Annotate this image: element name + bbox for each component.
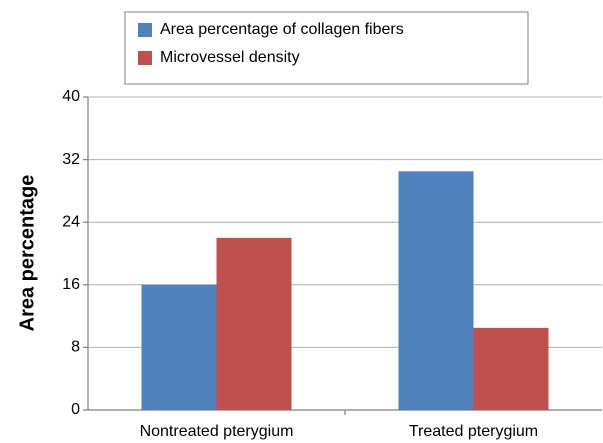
x-tick-label: Nontreated pterygium — [140, 423, 294, 440]
legend-label: Area percentage of collagen fibers — [160, 21, 404, 38]
y-tick-label: 16 — [62, 276, 80, 293]
legend-box — [124, 11, 529, 85]
y-tick-label: 0 — [71, 401, 80, 418]
legend-swatch — [138, 51, 152, 65]
bar — [398, 171, 474, 410]
bar — [473, 327, 549, 410]
y-tick-label: 32 — [62, 151, 80, 168]
y-tick-label: 8 — [71, 339, 80, 356]
y-axis-label: Area percentage — [16, 175, 38, 332]
bar — [216, 237, 292, 410]
legend-swatch — [138, 23, 152, 37]
bar — [141, 284, 217, 410]
x-tick-label: Treated pterygium — [409, 423, 538, 440]
y-tick-label: 24 — [62, 213, 80, 230]
y-tick-label: 40 — [62, 88, 80, 105]
legend-label: Microvessel density — [160, 49, 300, 66]
